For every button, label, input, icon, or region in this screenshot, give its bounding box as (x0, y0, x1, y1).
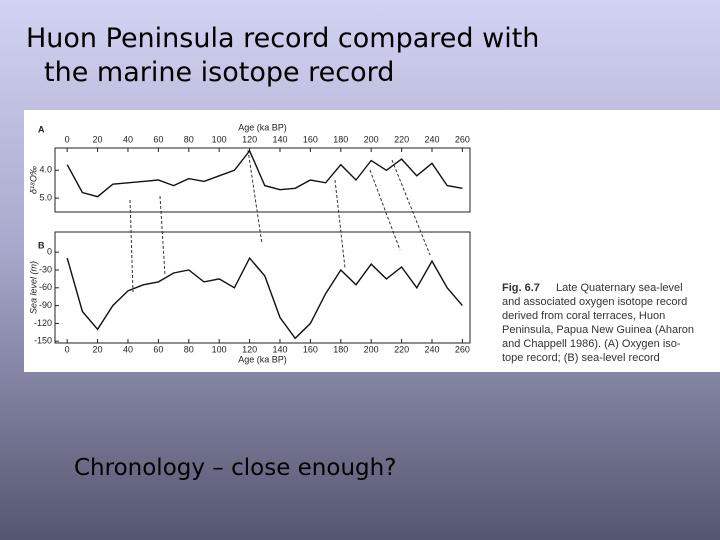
x-tick-label: 40 (123, 344, 133, 354)
y-tick-label: 0 (47, 247, 52, 257)
y-tick-label: -120 (34, 318, 52, 328)
correlation-lines (129, 149, 431, 293)
x-tick-label: 120 (242, 134, 257, 144)
y-tick-label: 5.0 (39, 192, 52, 202)
caption: Fig. 6.7 Late Quaternary sea-level and a… (502, 282, 694, 364)
y-tick-label: -30 (39, 264, 52, 274)
x-tick-label: 20 (93, 344, 103, 354)
x-tick-label: 100 (212, 344, 227, 354)
x-tick-label: 20 (93, 134, 103, 144)
x-tick-label: 0 (65, 344, 70, 354)
caption-line: derived from coral terraces, Huon (502, 310, 665, 322)
x-tick-label: 80 (184, 134, 194, 144)
x-tick-label: 160 (303, 344, 318, 354)
y-tick-label: -90 (39, 300, 52, 310)
x-tick-label: 260 (455, 134, 470, 144)
x-tick-label: 60 (153, 344, 163, 354)
panel-letter: B (38, 240, 45, 250)
x-tick-label: 160 (303, 134, 318, 144)
x-tick-label: 60 (153, 134, 163, 144)
caption-label: Fig. 6.7 (502, 282, 540, 294)
x-tick-label: 120 (242, 344, 257, 354)
x-tick-label: 220 (394, 134, 409, 144)
title-line: the marine isotope record (44, 57, 395, 88)
y-axis-label: Sea level (m) (28, 261, 38, 314)
x-tick-label: 200 (364, 344, 379, 354)
axis-frame (54, 147, 471, 213)
x-axis-label: Age (ka BP) (238, 354, 287, 364)
x-tick-label: 100 (212, 134, 227, 144)
x-tick-label: 0 (65, 134, 70, 144)
x-tick-label: 140 (272, 344, 287, 354)
caption-line: Peninsula, Papua New Guinea (Aharon (502, 324, 694, 336)
x-tick-label: 260 (455, 344, 470, 354)
caption-line: and Chappell 1986). (A) Oxygen iso- (502, 338, 681, 350)
x-tick-label: 80 (184, 344, 194, 354)
x-tick-label: 180 (333, 134, 348, 144)
caption-line: tope record; (B) sea-level record (502, 352, 660, 364)
y-axis-label: δ¹⁸O‰ (28, 166, 38, 194)
caption-line: and associated oxygen isotope record (502, 296, 687, 308)
x-tick-label: 40 (123, 134, 133, 144)
x-tick-label: 140 (272, 134, 287, 144)
title-line: Huon Peninsula record compared with (26, 23, 540, 54)
x-tick-label: 200 (364, 134, 379, 144)
x-tick-label: 180 (333, 344, 348, 354)
x-axis-label: Age (ka BP) (238, 122, 287, 132)
x-tick-label: 240 (424, 134, 439, 144)
x-tick-label: 220 (394, 344, 409, 354)
slide-title: Huon Peninsula record compared with the … (26, 22, 539, 90)
y-tick-label: 4.0 (39, 165, 52, 175)
caption-line: Late Quaternary sea-level (556, 282, 683, 294)
footer-text: Chronology – close enough? (74, 455, 397, 481)
x-tick-label: 240 (424, 344, 439, 354)
data-line (66, 256, 463, 340)
y-tick-label: -60 (39, 282, 52, 292)
figure-background (24, 110, 720, 372)
y-tick-label: -150 (34, 336, 52, 346)
data-line (66, 149, 463, 198)
panel-letter: A (38, 124, 45, 134)
